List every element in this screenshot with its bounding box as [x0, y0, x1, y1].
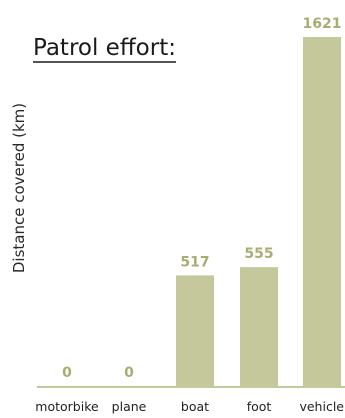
- value-label-foot: 555: [244, 246, 273, 262]
- value-label-vehicle: 1621: [303, 16, 342, 32]
- value-label-motorbike: 0: [62, 365, 72, 381]
- category-label-motorbike: motorbike: [35, 399, 99, 414]
- category-label-vehicle: vehicle: [299, 399, 344, 414]
- chart-title: Patrol effort:: [33, 35, 176, 61]
- category-label-foot: foot: [247, 399, 272, 414]
- bar-boat: [176, 275, 214, 387]
- category-label-boat: boat: [181, 399, 209, 414]
- value-labels-group: 0 0 517 555 1621: [62, 16, 341, 381]
- category-labels-group: motorbike plane boat foot vehicle: [35, 399, 344, 414]
- category-label-plane: plane: [112, 399, 147, 414]
- value-label-boat: 517: [180, 254, 209, 270]
- bar-vehicle: [303, 37, 341, 387]
- value-label-plane: 0: [124, 365, 134, 381]
- y-axis-label: Distance covered (km): [10, 103, 28, 273]
- bars-group: [176, 37, 341, 387]
- bar-foot: [240, 267, 278, 387]
